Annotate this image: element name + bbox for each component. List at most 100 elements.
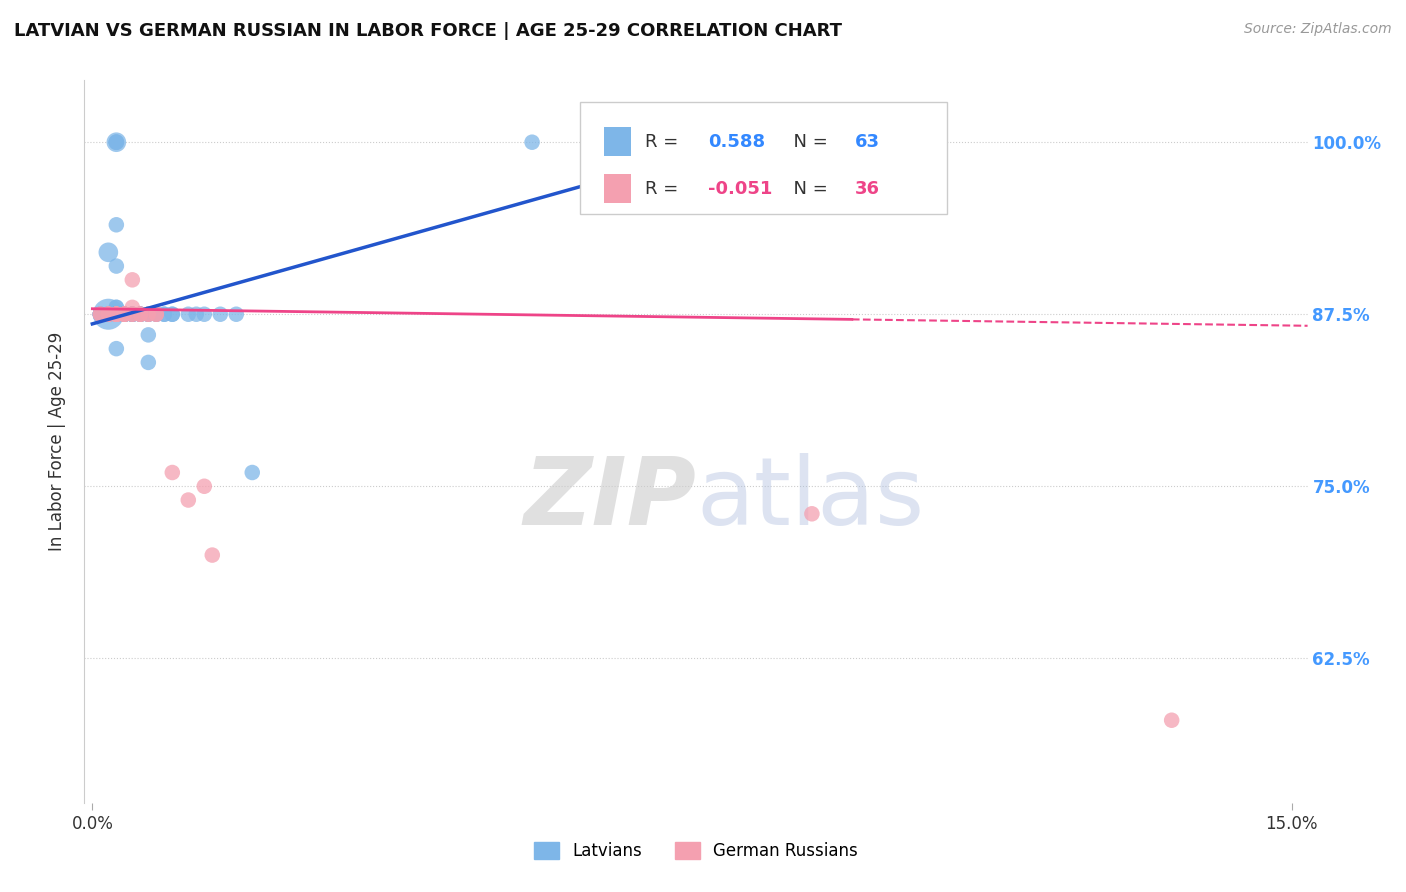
Point (800, 507, 823, 521)
Point (209, 307, 232, 321)
Point (97, 307, 120, 321)
Point (97, 307, 120, 321)
Point (136, 307, 159, 321)
Point (112, 307, 135, 321)
Point (121, 307, 143, 321)
Point (97, 307, 120, 321)
Point (112, 307, 135, 321)
Point (136, 307, 159, 321)
Point (105, 307, 128, 321)
Point (105, 135, 128, 149)
Point (177, 493, 200, 508)
Point (129, 307, 152, 321)
Point (105, 307, 128, 321)
Point (105, 307, 128, 321)
Point (105, 307, 128, 321)
Point (162, 307, 184, 321)
Point (112, 307, 135, 321)
Point (121, 301, 143, 315)
Legend: Latvians, German Russians: Latvians, German Russians (527, 835, 865, 867)
Point (121, 307, 143, 321)
Point (136, 307, 159, 321)
Text: 36: 36 (855, 179, 880, 198)
Point (97, 307, 120, 321)
Point (97, 245, 120, 260)
Point (97, 307, 120, 321)
Point (89, 307, 111, 321)
Point (240, 466, 263, 480)
Point (105, 307, 128, 321)
Point (121, 307, 143, 321)
Point (105, 307, 128, 321)
Point (129, 307, 152, 321)
Point (193, 479, 215, 493)
Y-axis label: In Labor Force | Age 25-29: In Labor Force | Age 25-29 (48, 332, 66, 551)
Point (145, 307, 167, 321)
Point (177, 307, 200, 321)
Point (721, 135, 744, 149)
Point (136, 327, 159, 342)
Point (186, 307, 208, 321)
Point (105, 307, 128, 321)
Point (136, 355, 159, 369)
Text: ZIP: ZIP (523, 453, 696, 545)
Point (89, 307, 111, 321)
Point (112, 307, 135, 321)
Point (97, 307, 120, 321)
Point (121, 307, 143, 321)
Point (1160, 713, 1182, 727)
Point (121, 307, 143, 321)
Point (145, 307, 167, 321)
Point (89, 307, 111, 321)
Point (112, 307, 135, 321)
Point (105, 135, 128, 149)
Text: -0.051: -0.051 (709, 179, 772, 198)
Point (112, 307, 135, 321)
Point (112, 307, 135, 321)
Point (105, 307, 128, 321)
FancyBboxPatch shape (605, 128, 631, 156)
Point (112, 307, 135, 321)
Point (112, 307, 135, 321)
Point (89, 307, 111, 321)
Point (97, 307, 120, 321)
Text: R =: R = (644, 133, 683, 151)
Point (520, 135, 543, 149)
Point (153, 307, 176, 321)
FancyBboxPatch shape (579, 102, 946, 214)
Point (145, 307, 167, 321)
Point (105, 301, 128, 315)
Point (105, 135, 128, 149)
Point (105, 307, 128, 321)
Text: R =: R = (644, 179, 683, 198)
Point (112, 307, 135, 321)
Point (129, 307, 152, 321)
Text: 63: 63 (855, 133, 880, 151)
Point (225, 307, 247, 321)
Point (201, 548, 224, 562)
Point (136, 307, 159, 321)
Point (112, 307, 135, 321)
Point (105, 301, 128, 315)
Point (600, 135, 623, 149)
Point (97, 307, 120, 321)
Point (129, 307, 152, 321)
Point (121, 307, 143, 321)
Point (136, 307, 159, 321)
Point (105, 259, 128, 273)
Point (641, 135, 664, 149)
Point (129, 307, 152, 321)
Point (89, 307, 111, 321)
Text: Source: ZipAtlas.com: Source: ZipAtlas.com (1244, 22, 1392, 37)
Text: atlas: atlas (696, 453, 924, 545)
FancyBboxPatch shape (605, 174, 631, 203)
Text: 0.588: 0.588 (709, 133, 765, 151)
Point (97, 307, 120, 321)
Point (129, 307, 152, 321)
Point (105, 218, 128, 232)
Point (105, 135, 128, 149)
Point (129, 307, 152, 321)
Point (105, 342, 128, 356)
Point (112, 307, 135, 321)
Point (121, 273, 143, 287)
